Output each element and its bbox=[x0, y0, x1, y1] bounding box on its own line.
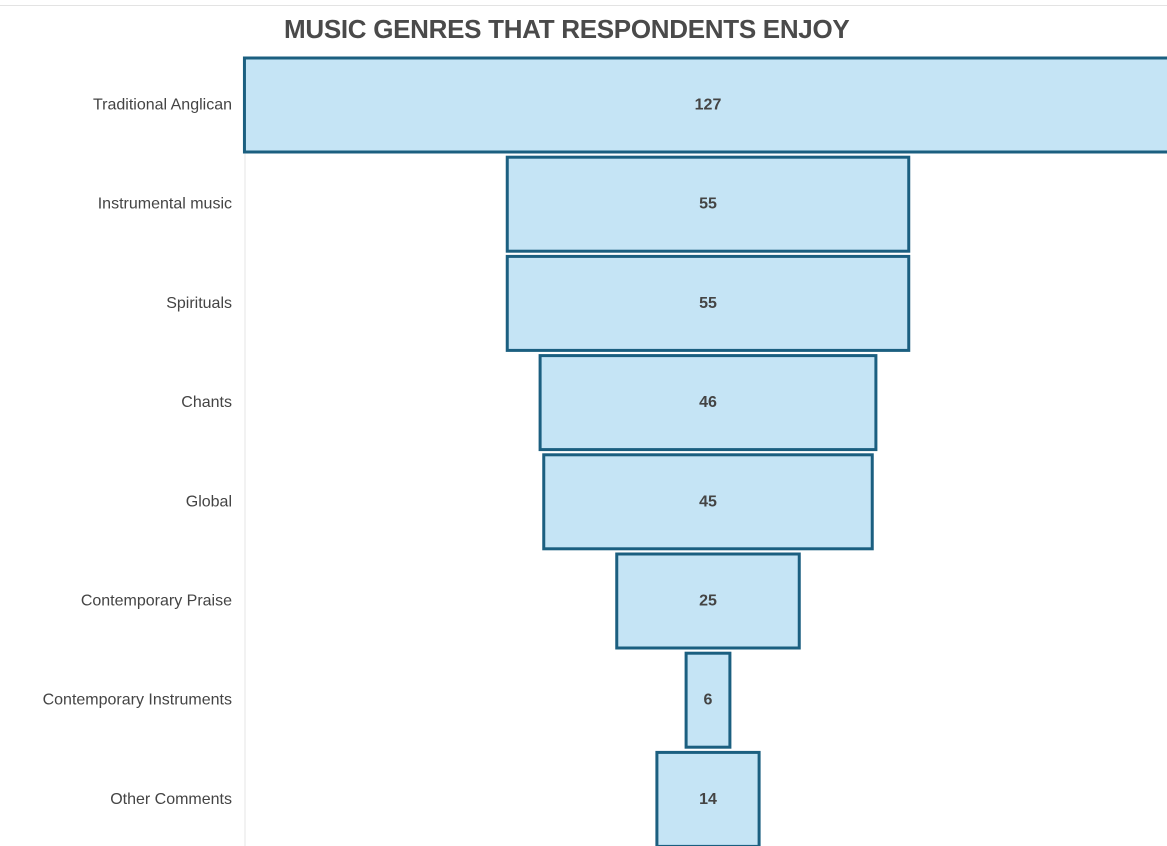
data-label: 25 bbox=[699, 593, 717, 610]
category-label: Spirituals bbox=[166, 295, 232, 312]
data-label: 14 bbox=[699, 791, 717, 808]
funnel-bar bbox=[505, 155, 911, 253]
data-label: 55 bbox=[699, 295, 717, 312]
data-label: 55 bbox=[699, 196, 717, 213]
funnel-bar bbox=[684, 651, 732, 749]
data-label: 6 bbox=[704, 692, 713, 709]
funnel-bar bbox=[538, 354, 878, 452]
funnel-bar bbox=[615, 552, 801, 650]
category-label: Other Comments bbox=[110, 791, 232, 808]
data-label: 45 bbox=[699, 493, 717, 510]
category-label: Traditional Anglican bbox=[93, 97, 232, 114]
category-label: Contemporary Instruments bbox=[43, 692, 232, 709]
category-label: Instrumental music bbox=[98, 196, 232, 213]
data-label: 127 bbox=[695, 97, 722, 114]
category-label: Chants bbox=[181, 394, 232, 411]
category-label: Contemporary Praise bbox=[81, 593, 232, 610]
funnel-bar bbox=[505, 254, 911, 352]
data-label: 46 bbox=[699, 394, 717, 411]
chart-title: MUSIC GENRES THAT RESPONDENTS ENJOY bbox=[284, 14, 850, 44]
funnel-bar bbox=[542, 453, 874, 551]
funnel-bar bbox=[655, 750, 761, 846]
top-rule bbox=[0, 5, 1167, 6]
category-label: Global bbox=[186, 493, 232, 510]
funnel-bar bbox=[242, 56, 1167, 154]
